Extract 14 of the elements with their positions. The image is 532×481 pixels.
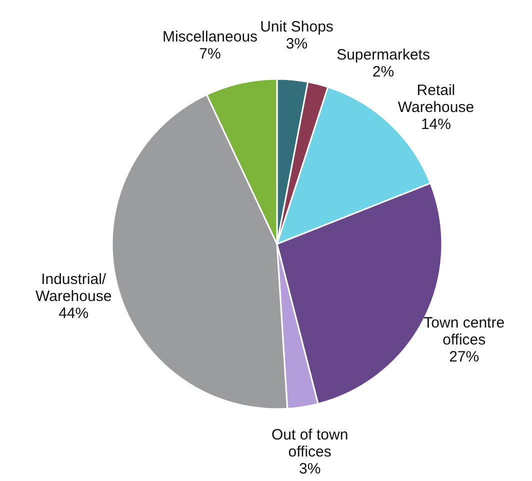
slice-label: Out of town offices bbox=[271, 426, 348, 460]
data-label: 44% bbox=[58, 305, 89, 322]
slice-label: Miscellaneous bbox=[162, 28, 258, 46]
data-label: 14% bbox=[420, 116, 451, 133]
slice-label: Unit Shops bbox=[260, 18, 334, 36]
slice-label: Supermarkets bbox=[336, 46, 430, 64]
data-label: 3% bbox=[286, 35, 308, 52]
slice-label: Retail Warehouse bbox=[398, 82, 474, 116]
data-label: 7% bbox=[199, 45, 221, 62]
slice-label: Industrial/ Warehouse bbox=[36, 271, 112, 306]
data-label: 27% bbox=[449, 348, 480, 366]
data-label: 2% bbox=[372, 63, 394, 80]
data-label: 3% bbox=[299, 460, 321, 478]
slice-label: Town centre offices bbox=[424, 314, 505, 348]
